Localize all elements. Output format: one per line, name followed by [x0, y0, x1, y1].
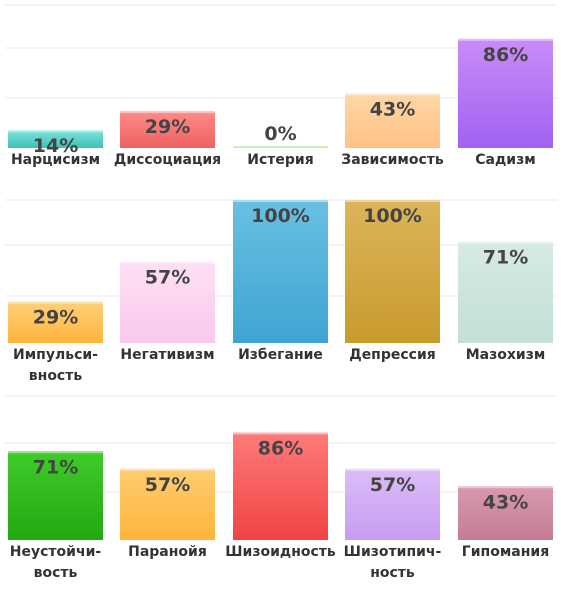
- bar-value-label: 57%: [370, 474, 415, 496]
- bar: [120, 468, 215, 540]
- bar: [120, 111, 215, 148]
- category-label: Зависимость: [341, 152, 444, 168]
- bar-highlight: [233, 432, 328, 435]
- bar: [233, 146, 328, 148]
- bar-highlight: [8, 451, 103, 454]
- bar: [233, 432, 328, 540]
- bar: [233, 200, 328, 343]
- bar-highlight: [120, 468, 215, 471]
- bar: [458, 241, 553, 343]
- category-label: Шизоидность: [225, 544, 336, 560]
- bar-value-label: 86%: [483, 44, 528, 66]
- bar-value-label: 100%: [251, 205, 310, 227]
- category-label: Шизотипич-: [344, 544, 442, 560]
- bar-value-label: 29%: [33, 307, 78, 329]
- bar-value-label: 14%: [33, 135, 78, 157]
- bar-highlight: [120, 261, 215, 264]
- bar: [8, 451, 103, 540]
- bar-value-label: 57%: [145, 474, 190, 496]
- category-label: Депрессия: [349, 347, 436, 363]
- category-label: вность: [29, 368, 83, 384]
- category-label: Паранойя: [128, 544, 207, 560]
- bar-highlight: [8, 130, 103, 133]
- bar-value-label: 43%: [483, 491, 528, 513]
- bar-highlight: [8, 301, 103, 304]
- bar-highlight: [233, 146, 328, 148]
- bar-highlight: [458, 486, 553, 489]
- chart-panel: 29% Импульси-вность 57% Негативизм 100% Избег…: [5, 199, 557, 384]
- category-label: Гипомания: [462, 544, 549, 560]
- category-label: Нарцисизм: [11, 152, 100, 168]
- category-label: Неустойчи-: [10, 544, 102, 560]
- bar-value-label: 57%: [145, 266, 190, 288]
- category-label: Садизм: [475, 152, 535, 168]
- bar: [8, 301, 103, 343]
- chart-panel: 14%Нарцисизм 29% Диссоциация 0% Истерия 43% За…: [5, 4, 557, 168]
- bar: [8, 130, 103, 148]
- category-label: Диссоциация: [114, 152, 221, 168]
- bar-highlight: [233, 200, 328, 202]
- category-label: ность: [370, 565, 415, 581]
- bar: [345, 468, 440, 540]
- category-label: Истерия: [247, 152, 313, 168]
- bar-value-label: 71%: [483, 246, 528, 268]
- category-label: Избегание: [238, 347, 323, 363]
- bar: [458, 486, 553, 540]
- bar-highlight: [345, 200, 440, 202]
- category-label: вость: [34, 565, 78, 581]
- bar-highlight: [458, 241, 553, 244]
- bar: [120, 261, 215, 343]
- bar-value-label: 100%: [363, 205, 422, 227]
- bar: [345, 200, 440, 343]
- bar-highlight: [345, 468, 440, 471]
- bar-value-label: 29%: [145, 116, 190, 138]
- category-label: Импульси-: [13, 347, 98, 363]
- bar: [345, 93, 440, 148]
- bar-value-label: 43%: [370, 98, 415, 120]
- bar-highlight: [120, 111, 215, 114]
- chart-panel: 71% Неустойчи-вость 57% Паранойя 86% Шизоидно…: [5, 395, 557, 581]
- bar-highlight: [458, 38, 553, 41]
- bar-value-label: 0%: [264, 123, 296, 145]
- category-label: Мазохизм: [466, 347, 546, 363]
- bar-highlight: [345, 93, 440, 96]
- bar: [458, 38, 553, 148]
- bar-value-label: 86%: [258, 438, 303, 460]
- category-label: Негативизм: [120, 347, 214, 363]
- bar-value-label: 71%: [33, 456, 78, 478]
